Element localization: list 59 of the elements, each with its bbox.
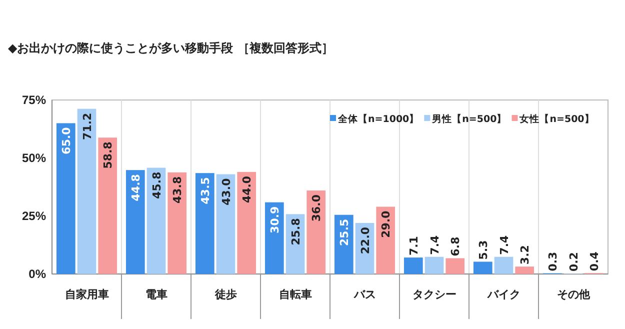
x-tick-label: 自家用車 — [64, 288, 109, 301]
bar — [494, 256, 514, 274]
data-label: 7.4 — [498, 235, 511, 255]
data-label: 25.8 — [289, 218, 302, 246]
chart-title: ◆お出かけの際に使うことが多い移動手段 ［複数回答形式］ — [8, 41, 334, 55]
data-label: 3.2 — [518, 245, 532, 265]
x-tick-label: バイク — [486, 288, 520, 301]
bar — [446, 258, 465, 274]
x-tick-label: 電車 — [145, 288, 168, 301]
bar — [334, 214, 354, 274]
y-tick-label: 75% — [22, 92, 46, 107]
bar — [404, 258, 423, 274]
bar — [168, 172, 187, 274]
x-tick-label: 自転車 — [278, 288, 312, 301]
bar — [98, 138, 118, 274]
data-label: 6.8 — [449, 236, 462, 256]
data-label: 7.1 — [407, 236, 420, 256]
data-label: 44.0 — [240, 176, 254, 204]
data-label: 43.8 — [171, 176, 184, 204]
data-label: 44.8 — [129, 174, 142, 202]
data-label: 0.4 — [588, 251, 602, 272]
data-label: 43.5 — [198, 177, 212, 204]
y-tick-label: 0% — [28, 266, 46, 281]
data-label: 22.0 — [358, 226, 372, 254]
bar — [473, 262, 492, 274]
legend-label: 女性【n=500】 — [518, 113, 594, 125]
bar — [515, 266, 534, 274]
bar — [77, 108, 96, 274]
data-label: 29.0 — [380, 210, 393, 238]
x-tick-label: タクシー — [412, 288, 456, 301]
data-label: 25.5 — [338, 218, 351, 246]
x-tick-label: バス — [352, 288, 376, 301]
y-tick-label: 50% — [22, 150, 46, 165]
legend-label: 男性【n=500】 — [431, 113, 507, 125]
data-label: 45.8 — [150, 172, 164, 199]
data-label: 30.9 — [268, 206, 282, 234]
y-tick-label: 25% — [22, 208, 46, 223]
data-label: 0.2 — [567, 252, 580, 272]
data-label: 0.3 — [546, 252, 560, 272]
bar — [264, 202, 284, 274]
bar — [126, 170, 145, 274]
data-label: 7.4 — [428, 235, 442, 255]
bar — [216, 174, 236, 274]
bar — [376, 206, 396, 274]
legend-label: 全体【n=1000】 — [337, 113, 420, 125]
bar — [195, 173, 214, 274]
bar — [146, 168, 166, 274]
bar — [56, 123, 76, 274]
data-label: 65.0 — [60, 126, 73, 154]
data-label: 58.8 — [102, 142, 115, 169]
data-label: 71.2 — [80, 112, 94, 140]
x-tick-label: 徒歩 — [214, 288, 237, 301]
bar — [237, 172, 256, 274]
x-tick-label: その他 — [556, 288, 591, 301]
bar — [424, 256, 444, 274]
data-label: 5.3 — [476, 240, 490, 260]
data-label: 43.0 — [220, 178, 233, 206]
bar — [306, 190, 326, 274]
data-label: 36.0 — [310, 194, 324, 222]
